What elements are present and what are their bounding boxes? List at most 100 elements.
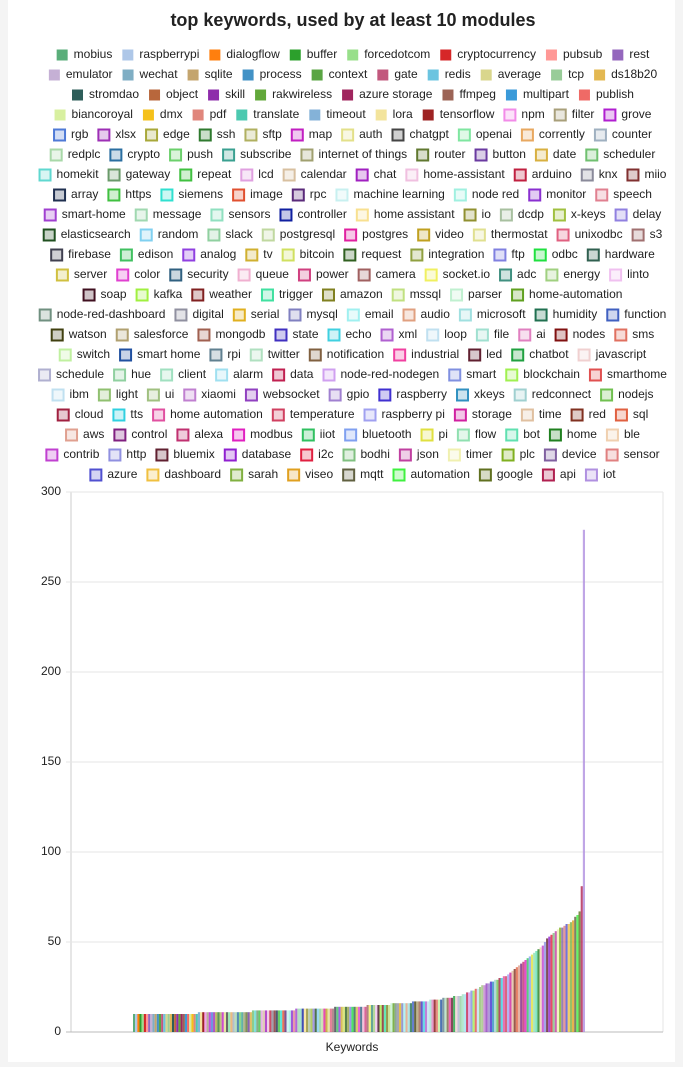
legend-swatch [56, 49, 68, 61]
legend-item: azure [89, 467, 138, 482]
bar [234, 1012, 237, 1032]
bar [517, 965, 521, 1032]
bar [375, 1005, 378, 1032]
bar [306, 1008, 309, 1032]
legend-swatch [584, 468, 598, 482]
bar [422, 1001, 425, 1032]
legend-label: audio [421, 307, 451, 321]
legend-item: xml [380, 327, 417, 342]
legend-label: node red [472, 187, 519, 201]
legend-swatch [501, 448, 515, 462]
legend-item: average [480, 67, 541, 81]
legend-item: corrently [520, 127, 585, 142]
legend-swatch [533, 248, 547, 262]
legend-label: redconnect [532, 387, 592, 401]
legend-swatch [232, 308, 246, 322]
legend-label: queue [256, 267, 290, 281]
legend-swatch [405, 168, 419, 182]
legend-swatch [272, 368, 286, 382]
legend-swatch [53, 188, 67, 202]
bar [178, 1014, 181, 1032]
legend-label: emulator [66, 67, 113, 81]
legend-label: salesforce [134, 327, 189, 341]
bar [331, 1008, 335, 1032]
bar [360, 1006, 363, 1032]
legend-swatch [551, 69, 563, 81]
legend-item: temperature [271, 407, 355, 422]
legend-swatch [392, 468, 406, 482]
legend-swatch [600, 388, 614, 402]
bar [424, 1001, 428, 1032]
bar [448, 997, 451, 1032]
bar [481, 985, 484, 1032]
bar [507, 974, 510, 1032]
legend-item: javascript [577, 347, 647, 362]
legend-label: hardware [605, 247, 655, 261]
chart: top keywords, used by at least 10 module… [38, 10, 667, 1054]
legend-label: state [292, 327, 318, 341]
legend-label: forcedotcom [364, 47, 430, 61]
legend-label: arduino [532, 167, 572, 181]
legend-label: trigger [279, 287, 313, 301]
legend-label: raspberrypi [139, 47, 199, 61]
legend-label: home [567, 427, 597, 441]
legend-item: dcdp [499, 207, 544, 222]
legend-item: home automation [152, 407, 263, 422]
legend-label: sql [633, 407, 648, 421]
bar [340, 1006, 343, 1032]
bar [152, 1014, 155, 1032]
legend-label: xlsx [115, 127, 136, 141]
legend-item: process [242, 67, 302, 81]
bar [396, 1003, 400, 1032]
legend-item: soap [82, 287, 127, 302]
legend-label: image [250, 187, 283, 201]
legend-swatch [541, 468, 555, 482]
legend-item: machine learning [335, 187, 445, 202]
bar [282, 1010, 285, 1032]
legend-label: timer [466, 447, 493, 461]
legend-label: unixodbc [575, 227, 623, 241]
bar [453, 996, 456, 1032]
legend-item: automation [392, 467, 470, 482]
legend-label: random [158, 227, 199, 241]
legend-swatch [534, 308, 548, 322]
bar [293, 1010, 296, 1032]
legend-item: azure storage [342, 87, 433, 101]
bar [466, 992, 469, 1032]
legend-label: monitor [546, 187, 586, 201]
legend-swatch [344, 228, 358, 242]
legend-swatch [357, 268, 371, 282]
legend-label: smarthome [607, 367, 667, 381]
legend-label: chat [374, 167, 397, 181]
bar [349, 1006, 352, 1032]
bar [139, 1014, 142, 1032]
legend-item: arduino [513, 167, 572, 182]
legend-label: firebase [68, 247, 111, 261]
legend-swatch [119, 348, 133, 362]
legend-swatch [146, 388, 160, 402]
bar [468, 992, 471, 1032]
legend-item: queue [237, 267, 290, 282]
legend-item: edison [119, 247, 173, 262]
legend-swatch [453, 408, 467, 422]
legend-swatch [174, 308, 188, 322]
legend-item: pi [420, 427, 448, 442]
bar [245, 1012, 248, 1032]
legend-label: internet of things [318, 147, 407, 161]
legend-label: pi [439, 427, 448, 441]
bar [530, 954, 534, 1032]
legend-label: azure storage [359, 87, 433, 101]
bar [418, 1001, 421, 1032]
legend-label: raspberry pi [382, 407, 445, 421]
bar [284, 1010, 287, 1032]
legend-label: contrib [63, 447, 99, 461]
legend-item: pdf [192, 107, 227, 121]
legend-item: image [232, 187, 283, 202]
legend-item: loop [426, 327, 467, 342]
legend-label: array [71, 187, 98, 201]
legend-label: mysql [306, 307, 337, 321]
legend-label: nodes [573, 327, 606, 341]
legend-item: twitter [249, 347, 300, 362]
legend-item: mqtt [342, 467, 384, 482]
bar [215, 1012, 218, 1032]
